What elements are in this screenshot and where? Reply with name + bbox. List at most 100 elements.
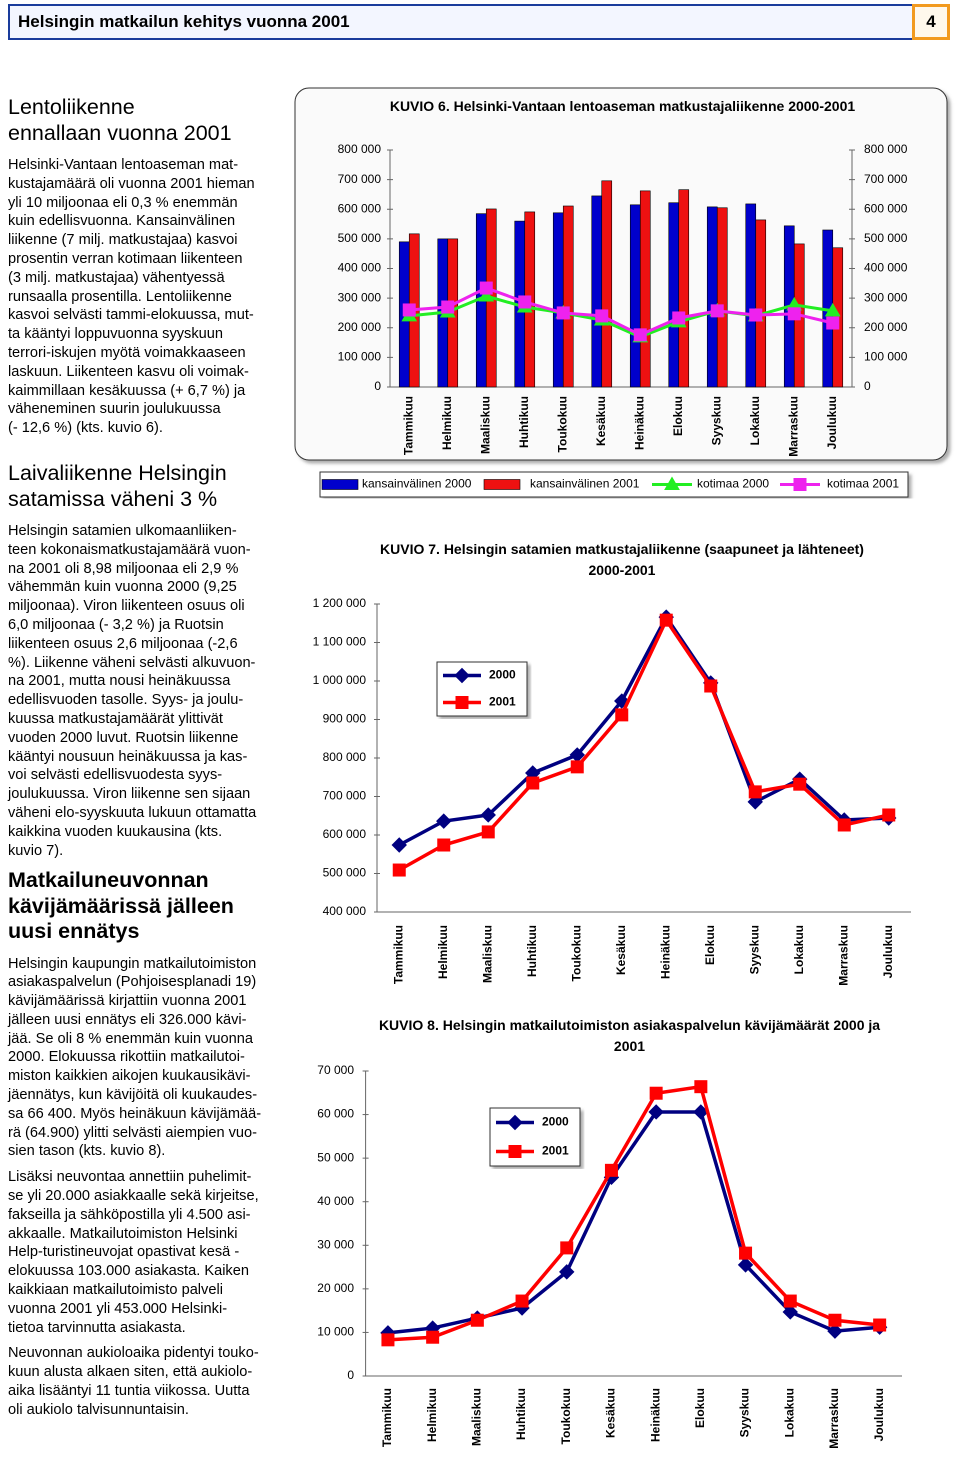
point-marker xyxy=(783,1294,797,1308)
point-marker xyxy=(481,825,495,839)
bar xyxy=(755,219,767,388)
y-tick-label: 700 000 xyxy=(338,172,382,186)
point-marker xyxy=(837,818,851,832)
y-tick-label: 20 000 xyxy=(317,1281,354,1295)
y-tick-label: 700 000 xyxy=(864,172,908,186)
page-number: 4 xyxy=(912,4,950,40)
paragraph: Helsinki-Vantaan lentoaseman mat-kustaja… xyxy=(8,156,292,438)
text-line: liikenne (7 milj. matkustajaa) kasvoi xyxy=(8,232,238,249)
x-tick-label: Marraskuu xyxy=(836,925,850,986)
text-line: kasvoi selvästi tammi-elokuussa, mut- xyxy=(8,307,254,324)
chart-frame xyxy=(294,87,948,461)
x-tick-label: Helmikuu xyxy=(436,925,450,979)
bar xyxy=(678,189,690,388)
x-tick-label: Tammikuu xyxy=(401,396,415,455)
point-marker xyxy=(515,1294,529,1308)
point-marker xyxy=(824,302,841,317)
x-tick-label: Elokuu xyxy=(703,925,717,965)
text-line: aika lisääntyi 11 tuntia viikossa. Uutta xyxy=(8,1383,250,1400)
x-tick-label: Heinäkuu xyxy=(632,396,646,450)
text-line: Neuvonnan aukioloaika pidentyi touko- xyxy=(8,1345,259,1362)
y-tick-label: 800 000 xyxy=(323,750,367,764)
text-line: tietoa tarvinnutta asiakasta. xyxy=(8,1319,186,1336)
point-marker xyxy=(560,1241,574,1255)
point-marker xyxy=(556,306,570,320)
x-tick-label: Helmikuu xyxy=(440,396,454,450)
legend-label: 2001 xyxy=(489,695,516,709)
x-tick-label: Lokakuu xyxy=(748,396,762,445)
text-line: miston kaikkien aikojen kuukausikävi- xyxy=(8,1068,251,1085)
heading-line: ennallaan vuonna 2001 xyxy=(8,120,232,145)
point-marker xyxy=(402,303,416,317)
paragraph: Helsingin kaupungin matkailutoimiston asi… xyxy=(8,955,292,1162)
text-line: kääntyi nousuun heinäkuussa ja kas- xyxy=(8,748,248,765)
heading-line: uusi ennätys xyxy=(8,919,140,943)
x-tick-label: Maaliskuu xyxy=(478,396,492,454)
text-line: miljoonaa). Viron liikenteen osuus oli xyxy=(8,598,245,615)
chart-title: KUVIO 6. Helsinki-Vantaan lentoaseman ma… xyxy=(389,98,856,114)
legend-box xyxy=(436,661,528,717)
text-line: voi selvästi edellisvuodesta syys- xyxy=(8,767,223,784)
section: Lentoliikenne ennallaan vuonna 2001 Helsin… xyxy=(8,95,292,445)
paragraph: Lisäksi neuvontaa annettiin puhelimit-se… xyxy=(8,1168,292,1337)
point-marker xyxy=(441,300,455,314)
y-tick-label: 400 000 xyxy=(323,904,367,918)
x-tick-label: Marraskuu xyxy=(786,396,800,457)
point-marker xyxy=(437,838,451,852)
series-line xyxy=(387,1110,880,1335)
point-marker xyxy=(391,837,407,853)
point-marker xyxy=(649,1086,663,1100)
text-line: Help-turistineuvojat opastivat kesä - xyxy=(8,1244,240,1261)
text-line: akkaalle. Matkailutoimiston Helsinki xyxy=(8,1225,238,1242)
text-line: na 2001 oli 8,98 miljoonaa eli 2,9 % xyxy=(8,560,239,577)
y-tick-label: 600 000 xyxy=(323,827,367,841)
point-marker xyxy=(828,1313,842,1327)
x-tick-label: Syyskuu xyxy=(747,925,761,974)
x-tick-label: Syyskuu xyxy=(709,396,723,445)
text-line: na 2001, mutta nousi heinäkuussa xyxy=(8,673,231,690)
point-marker xyxy=(747,794,763,810)
section-heading: Matkailuneuvonnan kävijämäärissä jälleen u… xyxy=(8,868,292,945)
legend-swatch xyxy=(483,479,521,490)
point-marker xyxy=(615,708,629,722)
x-tick-label: Kesäkuu xyxy=(594,396,608,446)
y-tick-label: 200 000 xyxy=(338,320,382,334)
text-line: 2000. Elokuussa rikottiin matkailutoi- xyxy=(8,1049,245,1066)
text-line: %). Liikenne väheni selvästi alkuvuon- xyxy=(8,654,256,671)
bar xyxy=(745,203,757,388)
y-tick-label: 50 000 xyxy=(317,1150,354,1164)
x-tick-label: Syyskuu xyxy=(738,1388,752,1437)
text-line: asiakaspalvelun (Pohjoisesplanadi 19) xyxy=(8,974,257,991)
legend-marker xyxy=(507,1114,523,1131)
x-tick-label: Marraskuu xyxy=(827,1388,841,1449)
heading-line: Laivaliikenne Helsingin xyxy=(8,461,227,485)
y-tick-label: 1 100 000 xyxy=(313,635,367,649)
point-marker xyxy=(782,1304,798,1320)
y-tick-label: 600 000 xyxy=(338,201,382,215)
text-line: laskuun. Liikenteen kasvu oli voimak- xyxy=(8,363,249,380)
y-tick-label: 40 000 xyxy=(317,1194,354,1208)
x-tick-label: Tammikuu xyxy=(391,925,405,984)
text-line: elokuussa 103.000 asiakasta. Kaiken xyxy=(8,1263,249,1280)
point-marker xyxy=(559,1264,575,1280)
y-tick-label: 400 000 xyxy=(864,261,908,275)
text-line: jää. Se oli 8 % enemmän kuin vuonna xyxy=(8,1030,254,1047)
text-line: ta kääntyi loppuvuonna syyskuun xyxy=(8,326,223,343)
y-tick-label: 200 000 xyxy=(864,320,908,334)
text-line: (3 milj. matkustajaa) vähentyessä xyxy=(8,269,225,286)
legend-swatch xyxy=(321,479,359,490)
section-heading: Laivaliikenne Helsingin satamissa väheni … xyxy=(8,461,292,512)
point-marker xyxy=(672,311,686,325)
text-line: sien tason (kts. kuvio 8). xyxy=(8,1143,166,1160)
chart-title: KUVIO 7. Helsingin satamien matkustajali… xyxy=(380,541,864,578)
legend-label: kansainvälinen 2000 xyxy=(362,477,472,491)
text-line: kävijämäärissä kirjattiin vuonna 2001 xyxy=(8,993,247,1010)
text-line: vuoden 2000 luvut. Ruotsin liikenne xyxy=(8,729,239,746)
paragraph: Helsingin satamien ulkomaanliiken-teen k… xyxy=(8,522,292,860)
point-marker xyxy=(470,1313,484,1327)
x-tick-label: Kesäkuu xyxy=(614,925,628,975)
x-tick-label: Toukokuu xyxy=(555,396,569,452)
point-marker xyxy=(694,1080,708,1094)
point-marker xyxy=(595,309,609,323)
